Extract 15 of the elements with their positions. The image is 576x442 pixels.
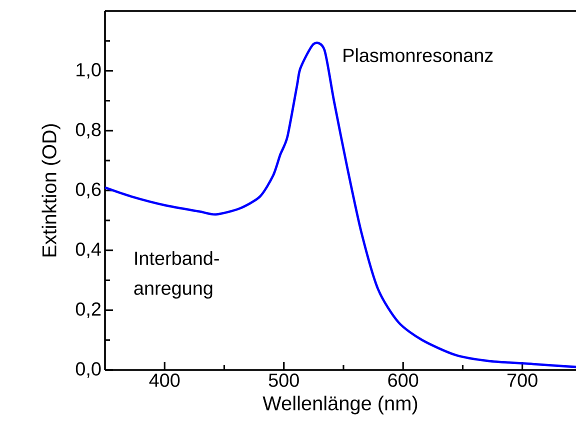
y-tick-label: 0,8 [76, 122, 101, 138]
annotation: Interband-anregung [134, 251, 219, 299]
annotation: Plasmonresonanz [344, 48, 493, 62]
y-tick-label: 0,4 [76, 242, 101, 258]
line-series [104, 42, 576, 368]
x-tick-label: 400 [149, 374, 180, 387]
x-tick-label: 500 [268, 374, 299, 387]
y-axis-title: Extinktion (OD) [42, 124, 60, 256]
x-axis-title: Wellenlänge (nm) [262, 396, 418, 414]
y-tick-label: 1,0 [76, 63, 101, 79]
x-tick-label: 700 [508, 374, 538, 387]
y-tick-label: 0,2 [76, 302, 101, 318]
y-tick-label: 0,6 [76, 182, 101, 198]
x-tick-label: 600 [388, 374, 418, 387]
y-tick-label: 0,0 [76, 362, 101, 378]
